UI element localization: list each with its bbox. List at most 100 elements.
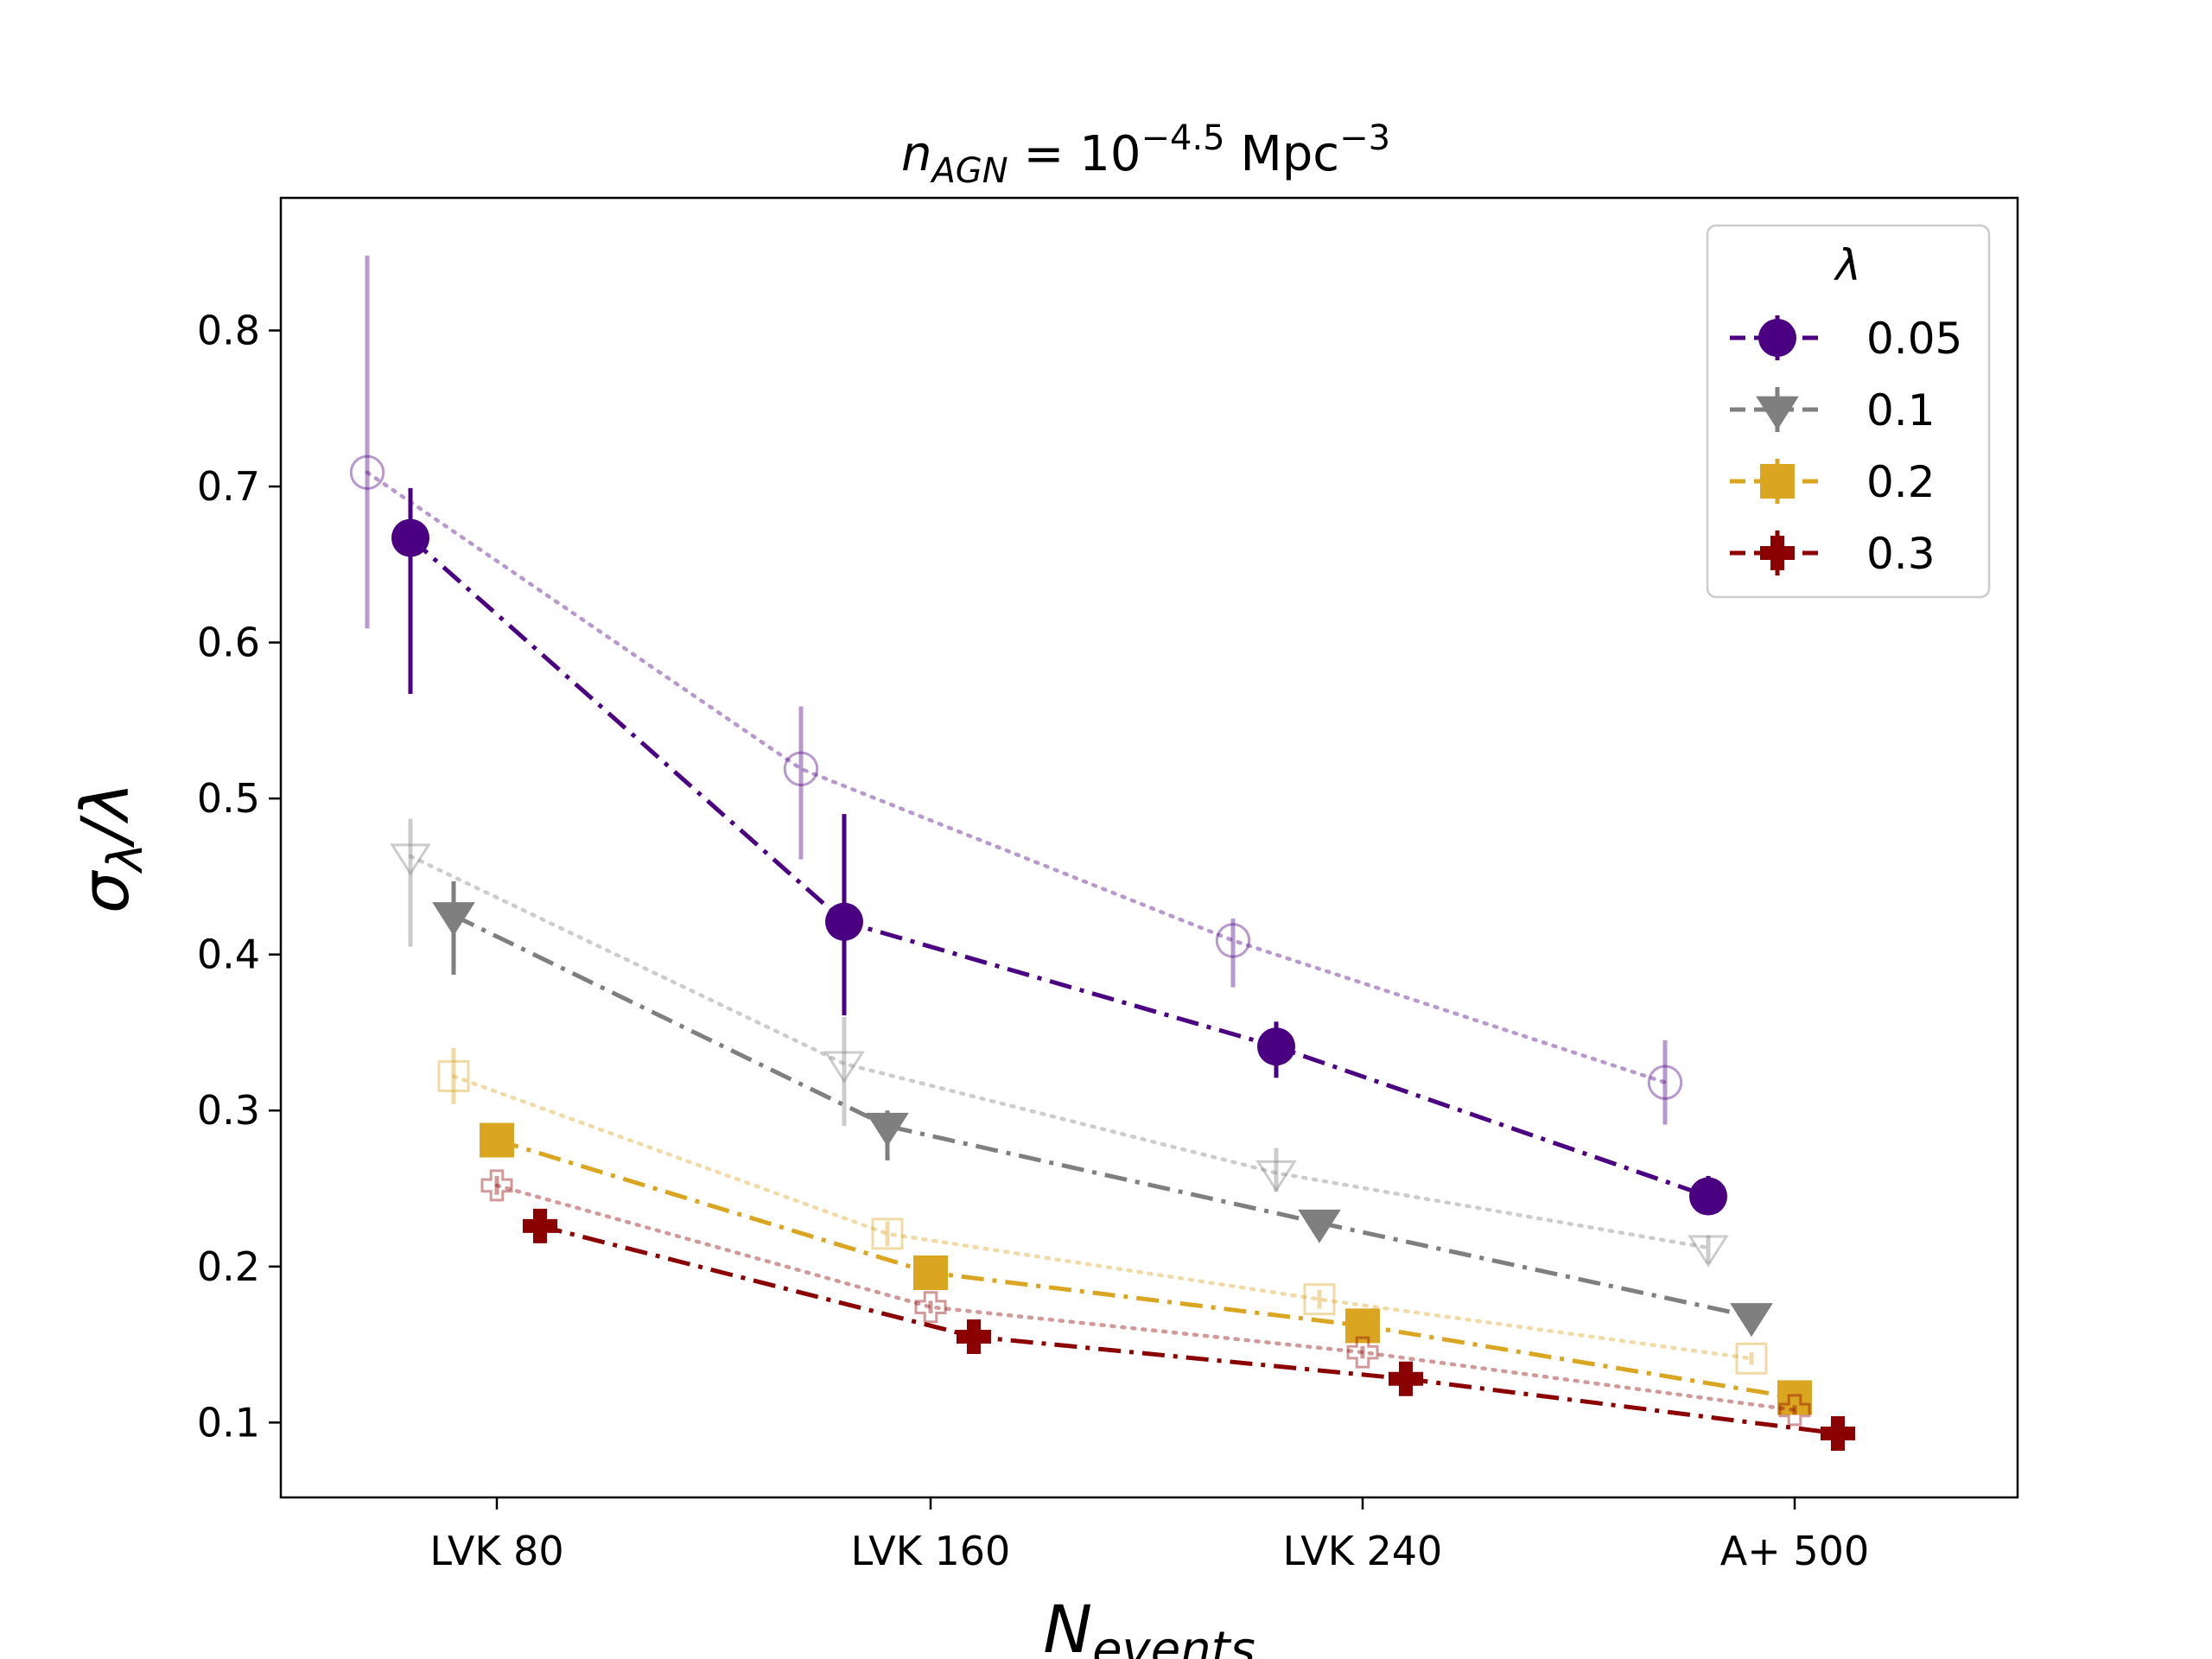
marker-plus <box>480 1169 513 1202</box>
y-tick-label: 0.6 <box>197 620 260 666</box>
marker-triangle <box>823 1051 865 1084</box>
series-layer <box>349 255 1855 1451</box>
legend-label: 0.1 <box>1866 385 1936 435</box>
y-tick-label: 0.5 <box>197 775 260 822</box>
data-point <box>523 1208 557 1243</box>
series-0.3 <box>480 1169 1855 1451</box>
x-tick-label: LVK 160 <box>851 1528 1011 1574</box>
marker-triangle <box>1730 1303 1773 1338</box>
legend: λ 0.05 0.1 0.2 0.3 <box>1706 224 1991 599</box>
legend-title: λ <box>1833 240 1861 290</box>
marker-circle <box>1257 1027 1295 1066</box>
data-point <box>1345 1308 1380 1344</box>
alt-point <box>1303 1283 1336 1316</box>
legend-entry-0.2: 0.2 <box>1730 457 1936 507</box>
marker-plus <box>1778 1394 1811 1427</box>
x-tick-label: LVK 80 <box>429 1528 563 1574</box>
marker-square <box>480 1122 514 1158</box>
legend-label: 0.2 <box>1866 457 1936 507</box>
legend-entry-0.05: 0.05 <box>1730 314 1962 364</box>
data-point <box>825 902 863 941</box>
alt-point <box>1778 1394 1811 1427</box>
marker-square <box>913 1255 948 1291</box>
alt-point <box>390 843 431 876</box>
legend-marker <box>1756 396 1799 430</box>
marker-square <box>1760 464 1795 499</box>
marker-triangle <box>432 902 475 937</box>
plot-frame <box>279 196 2019 1499</box>
alt-point <box>349 454 385 490</box>
series-0.2 <box>437 1048 1812 1415</box>
chart-title: nAGN = 10−4.5 Mpc−3 <box>901 118 1390 191</box>
legend-label: 0.3 <box>1866 529 1936 579</box>
alt-point <box>1346 1336 1379 1369</box>
alt-point <box>1255 1160 1297 1193</box>
alt-point <box>823 1051 865 1084</box>
marker-plus <box>914 1291 947 1324</box>
marker-square <box>1735 1342 1768 1375</box>
x-axis: LVK 80 LVK 160 LVK 240 A+ 500 <box>429 1497 1869 1574</box>
data-point <box>957 1319 991 1355</box>
data-point <box>480 1122 514 1158</box>
marker-square <box>871 1217 904 1250</box>
data-point <box>1821 1415 1855 1451</box>
marker-triangle <box>1298 1209 1341 1243</box>
marker-triangle <box>1688 1235 1729 1268</box>
alt-line <box>494 1183 1797 1413</box>
marker-plus <box>1389 1361 1423 1396</box>
marker-circle <box>349 454 385 490</box>
marker-plus <box>1346 1336 1379 1369</box>
marker-circle <box>1215 923 1251 958</box>
y-tick-label: 0.4 <box>197 931 260 978</box>
data-point <box>913 1255 948 1291</box>
alt-point <box>1215 923 1251 958</box>
data-point <box>391 518 429 557</box>
series-line <box>409 536 1709 1198</box>
y-axis: 0.1 0.2 0.3 0.4 0.5 0.6 0.7 0.8 <box>197 307 281 1446</box>
data-point <box>866 1112 909 1147</box>
alt-point <box>1688 1235 1729 1268</box>
marker-triangle <box>390 843 431 876</box>
y-tick-label: 0.8 <box>197 307 260 353</box>
marker-circle <box>1758 319 1796 357</box>
marker-triangle <box>866 1112 909 1147</box>
marker-circle <box>783 751 819 787</box>
data-point <box>1777 1380 1812 1415</box>
marker-square <box>1777 1380 1812 1415</box>
alt-point <box>480 1169 513 1202</box>
alt-point <box>437 1060 470 1093</box>
data-point <box>432 902 475 937</box>
alt-line <box>408 854 1711 1250</box>
marker-plus <box>1760 536 1795 570</box>
alt-point <box>783 751 819 787</box>
legend-entry-0.1: 0.1 <box>1730 385 1936 435</box>
marker-circle <box>1647 1065 1683 1100</box>
y-tick-label: 0.2 <box>197 1243 260 1290</box>
marker-plus <box>1821 1415 1855 1451</box>
x-tick-label: LVK 240 <box>1283 1528 1443 1574</box>
series-line <box>452 913 1752 1319</box>
alt-point <box>1735 1342 1768 1375</box>
marker-triangle <box>1255 1160 1297 1193</box>
y-tick-label: 0.1 <box>197 1399 260 1446</box>
series-0.1 <box>390 818 1773 1338</box>
series-line <box>496 1138 1796 1400</box>
alt-line <box>365 470 1668 1084</box>
series-0.05 <box>349 255 1727 1216</box>
alt-point <box>914 1291 947 1324</box>
data-point <box>1298 1209 1341 1243</box>
y-tick-label: 0.3 <box>197 1087 260 1134</box>
legend-marker <box>1760 536 1795 570</box>
x-tick-label: A+ 500 <box>1720 1528 1869 1574</box>
alt-line <box>451 1074 1754 1361</box>
marker-plus <box>957 1319 991 1355</box>
data-point <box>1730 1303 1773 1338</box>
marker-plus <box>523 1208 557 1243</box>
marker-square <box>1345 1308 1380 1344</box>
data-point <box>1389 1361 1423 1396</box>
data-point <box>1689 1177 1727 1216</box>
legend-marker <box>1758 319 1796 357</box>
x-axis-label: Nevents <box>1043 1591 1255 1659</box>
alt-point <box>871 1217 904 1250</box>
